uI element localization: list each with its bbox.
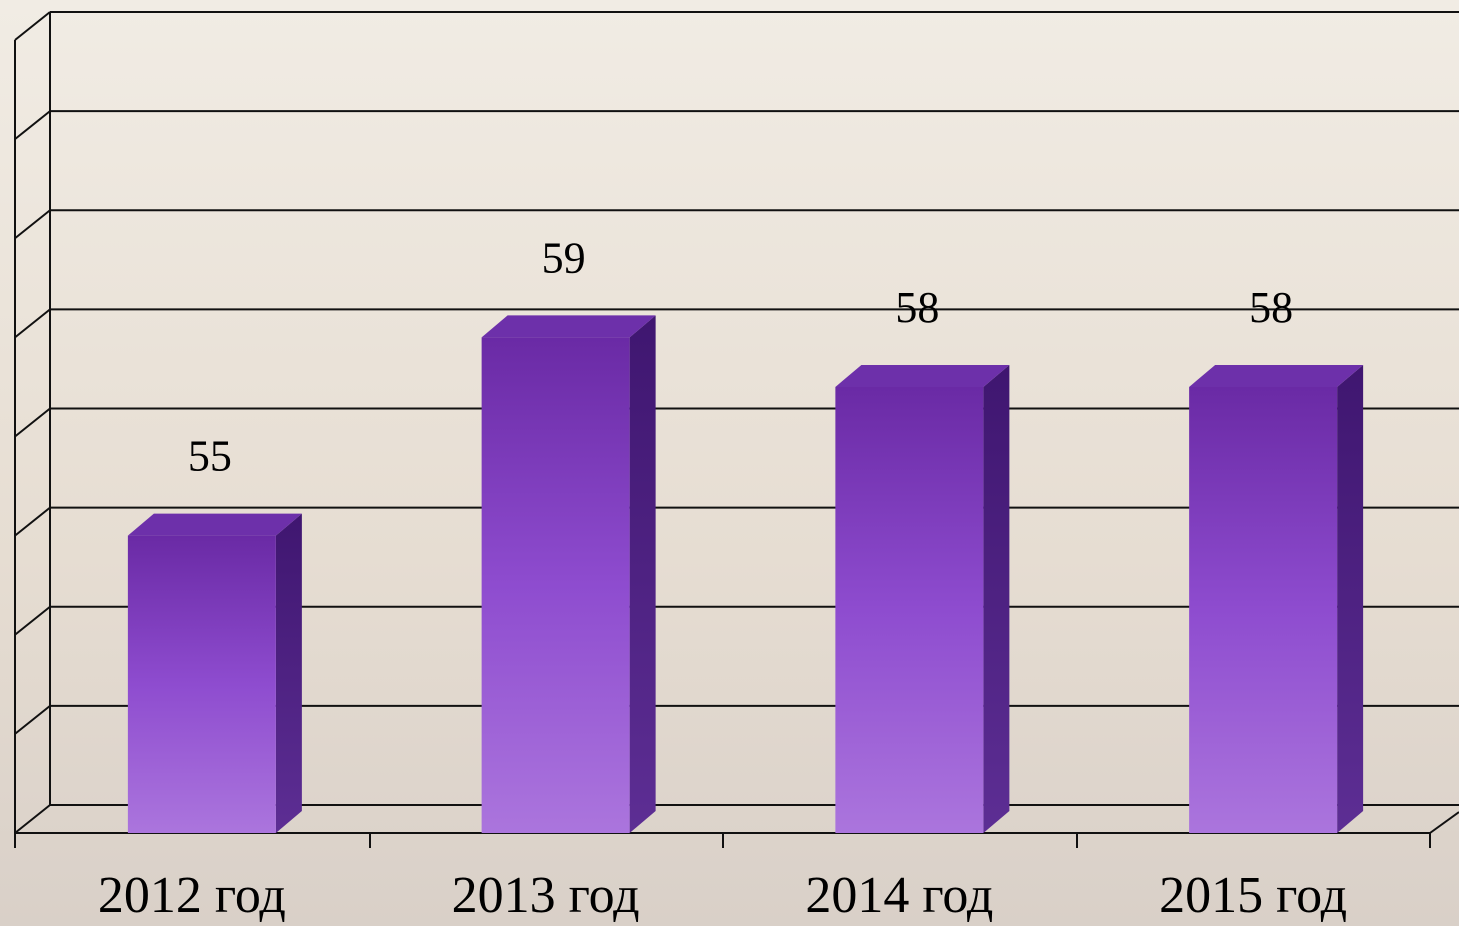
grid-line (14, 605, 51, 636)
x-tick-label: 2012 год (98, 867, 286, 924)
grid-line (14, 506, 51, 537)
grid-line (14, 110, 51, 140)
bar (835, 386, 984, 833)
bar-side (983, 364, 1010, 833)
bar-side (1337, 364, 1364, 833)
grid-line (14, 308, 51, 339)
grid-line (14, 804, 51, 834)
grid-line (14, 11, 51, 41)
value-label: 55 (188, 432, 232, 481)
grid-line (14, 407, 51, 438)
x-tick-label: 2014 год (805, 867, 993, 924)
x-tick-label: 2015 год (1159, 867, 1347, 924)
grid-line (14, 705, 51, 735)
bar-top (481, 315, 656, 338)
grid-line (14, 209, 51, 240)
bar (481, 337, 630, 833)
bar-top (1189, 364, 1364, 387)
bar-top (835, 364, 1010, 387)
value-label: 58 (1249, 283, 1293, 332)
value-label: 58 (895, 283, 939, 332)
x-tick-label: 2013 год (452, 867, 640, 924)
value-label: 59 (542, 233, 586, 282)
bar-top (127, 513, 302, 536)
bar (127, 535, 276, 833)
bar (1189, 386, 1338, 833)
bar-side (275, 513, 302, 833)
bar-side (629, 315, 656, 833)
